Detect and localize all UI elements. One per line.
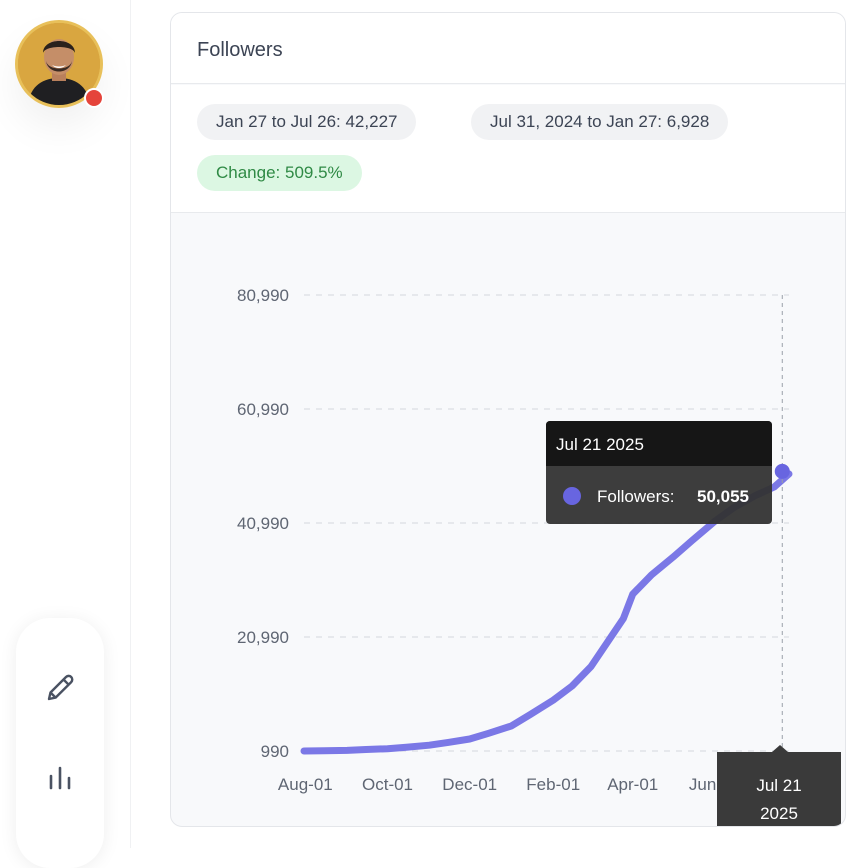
series-line-followers [300, 470, 793, 755]
x-tick-label: Feb-01 [526, 775, 580, 794]
summary-chips: Jan 27 to Jul 26: 42,227 Jul 31, 2024 to… [171, 85, 845, 213]
edit-button[interactable] [40, 668, 80, 708]
change-chip: Change: 509.5% [197, 155, 362, 191]
tooltip-series-dot [563, 487, 581, 505]
avatar-portrait-icon [18, 23, 100, 105]
y-tick-label: 80,990 [237, 286, 289, 305]
tooltip-value: 50,055 [697, 487, 749, 506]
bar-chart-icon [49, 766, 71, 790]
followers-chart[interactable]: 80,990 60,990 40,990 20,990 990 Aug-01 Oct-01… [171, 214, 846, 827]
highlight-point[interactable] [774, 463, 790, 479]
current-period-chip: Jan 27 to Jul 26: 42,227 [197, 104, 417, 140]
crosshair-date-line2: 2025 [760, 804, 798, 823]
previous-period-chip: Jul 31, 2024 to Jan 27: 6,928 [471, 104, 729, 140]
card-header: Followers [171, 13, 845, 84]
analytics-button[interactable] [40, 758, 80, 798]
x-tick-label: Dec-01 [442, 775, 497, 794]
y-tick-label: 60,990 [237, 400, 289, 419]
pencil-icon [47, 674, 74, 701]
card-title: Followers [197, 39, 283, 61]
tool-panel [16, 618, 104, 868]
tooltip-date: Jul 21 2025 [556, 435, 644, 454]
tooltip: Jul 21 2025 Followers: 50,055 [546, 421, 772, 524]
user-avatar[interactable] [15, 20, 103, 108]
y-tick-label: 20,990 [237, 628, 289, 647]
x-tick-label: Aug-01 [278, 775, 333, 794]
crosshair-date-line1: Jul 21 [756, 776, 801, 795]
crosshair-x-label: Jul 21 2025 [717, 745, 841, 826]
x-tick-label: Oct-01 [362, 775, 413, 794]
sidebar [0, 0, 131, 868]
chart-svg[interactable]: 80,990 60,990 40,990 20,990 990 Aug-01 Oct-01… [171, 214, 846, 827]
y-tick-label: 40,990 [237, 514, 289, 533]
x-tick-label: Apr-01 [607, 775, 658, 794]
tooltip-label: Followers: [597, 487, 674, 506]
followers-card: Followers Jan 27 to Jul 26: 42,227 Jul 3… [170, 12, 846, 827]
y-tick-label: 990 [261, 742, 289, 761]
status-indicator [84, 88, 104, 108]
